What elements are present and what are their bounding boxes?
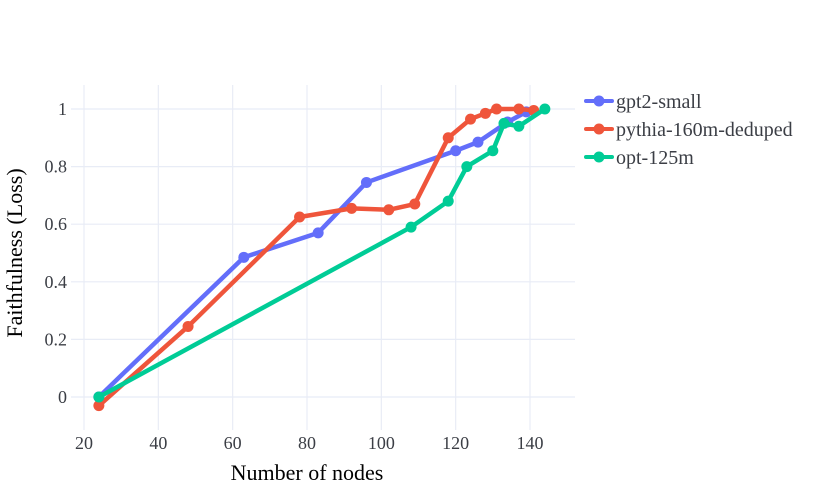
- legend-item-gpt2-small: gpt2-small: [584, 91, 702, 113]
- data-point: [450, 145, 462, 157]
- x-tick-label: 40: [149, 433, 167, 453]
- data-point: [479, 107, 491, 119]
- legend-item-opt-125m: opt-125m: [584, 147, 694, 169]
- x-tick-label: 120: [442, 433, 469, 453]
- y-tick-label: 0.6: [45, 214, 68, 234]
- series-opt-125m: [93, 103, 551, 403]
- data-point: [442, 132, 454, 144]
- x-tick-label: 20: [75, 433, 93, 453]
- data-point: [409, 198, 421, 210]
- series-line: [96, 106, 548, 400]
- gridlines: [71, 85, 575, 430]
- series-line: [96, 109, 529, 400]
- data-point: [238, 251, 250, 263]
- legend-item-pythia-160m-deduped: pythia-160m-deduped: [584, 119, 793, 141]
- data-point: [294, 211, 306, 223]
- series-gpt2-small: [93, 106, 532, 403]
- data-point: [465, 113, 477, 125]
- data-point: [383, 204, 395, 216]
- y-tick-label: 0.2: [45, 329, 68, 349]
- data-point: [498, 117, 510, 129]
- x-tick-label: 100: [368, 433, 395, 453]
- y-tick-label: 0: [58, 387, 67, 407]
- data-point: [182, 320, 194, 332]
- data-point: [312, 227, 324, 239]
- x-axis-title: Number of nodes: [231, 460, 384, 485]
- data-point: [487, 145, 499, 157]
- y-tick-label: 0.8: [45, 157, 68, 177]
- x-tick-label: 140: [517, 433, 544, 453]
- data-point: [472, 136, 484, 148]
- legend-label: pythia-160m-deduped: [616, 119, 793, 141]
- data-point: [346, 202, 358, 214]
- data-point: [93, 391, 105, 403]
- legend-label: opt-125m: [616, 147, 694, 169]
- legend-marker-dot: [593, 123, 605, 135]
- data-point: [442, 195, 454, 207]
- legend: gpt2-small pythia-160m-deduped opt-125m: [584, 91, 793, 169]
- x-tick-label: 60: [224, 433, 242, 453]
- y-tick-label: 1: [58, 99, 67, 119]
- data-point: [513, 120, 525, 132]
- legend-label: gpt2-small: [616, 91, 702, 113]
- y-tick-label: 0.4: [45, 272, 68, 292]
- axis-tick-labels: 20 40 60 80 100 120 140 0 0.2 0.4 0.6 0.8 1: [45, 99, 544, 453]
- data-point: [93, 400, 105, 412]
- legend-marker-dot: [593, 95, 605, 107]
- data-series: [93, 103, 551, 412]
- y-axis-title: Faithfulness (Loss): [2, 168, 27, 337]
- data-point: [539, 103, 551, 115]
- data-point: [491, 103, 503, 115]
- data-point: [405, 221, 417, 233]
- data-point: [360, 176, 372, 188]
- data-point: [513, 103, 525, 115]
- x-tick-label: 80: [298, 433, 316, 453]
- legend-marker-dot: [593, 151, 605, 163]
- data-point: [461, 161, 473, 173]
